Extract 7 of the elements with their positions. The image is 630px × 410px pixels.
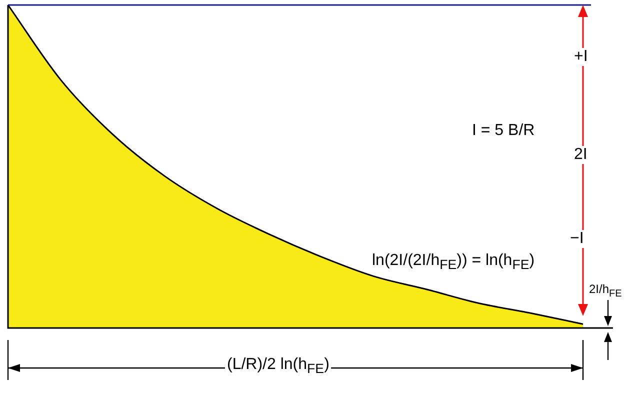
annotation: 2I [572,146,590,164]
text: (L/R)/2 ln(h$_{FE}$) [225,356,332,376]
annotation: I = 5 B/R [471,122,536,140]
annotation: ln(2I/(2I/h$_{FE}$)) = ln(h$_{FE}$) [371,252,536,272]
annotation: +I [572,48,590,66]
annotation: −I [568,230,586,248]
annotation: 2I/h$_{FE}$ [588,282,623,300]
